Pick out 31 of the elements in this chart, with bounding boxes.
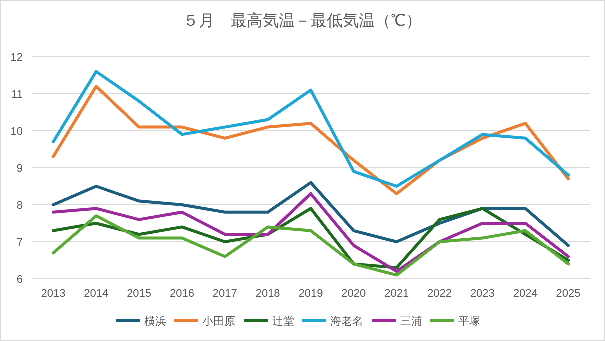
x-tick-label: 2018 (256, 288, 280, 300)
x-tick-label: 2025 (556, 288, 581, 300)
y-tick-label: 8 (16, 200, 23, 212)
line-series (52, 70, 570, 188)
legend-label: 小田原 (202, 315, 236, 328)
y-tick-label: 10 (10, 126, 23, 138)
y-tick-label: 12 (10, 52, 23, 64)
legend-label: 三浦 (400, 316, 422, 328)
x-tick-label: 2022 (428, 288, 452, 300)
legend-label: 横浜 (144, 315, 166, 328)
x-tick-label: 2021 (384, 288, 410, 300)
x-tick-label: 2020 (342, 288, 366, 300)
x-tick-label: 2019 (298, 288, 324, 300)
x-tick-label: 2017 (212, 288, 238, 300)
legend-label: 辻堂 (272, 315, 294, 328)
line-series (52, 214, 570, 277)
y-tick-label: 11 (12, 89, 23, 101)
x-tick-label: 2015 (127, 288, 152, 300)
x-tick-label: 2023 (470, 288, 495, 300)
x-tick-label: 2014 (84, 288, 109, 300)
x-tick-label: 2024 (513, 288, 538, 300)
x-tick-label: 2016 (170, 288, 194, 300)
y-tick-label: 9 (16, 163, 23, 175)
y-tick-label: 7 (16, 237, 23, 249)
y-tick-label: 6 (16, 274, 23, 286)
line-series (52, 192, 570, 274)
legend-label: 海老名 (330, 315, 364, 328)
x-tick-label: 2013 (41, 288, 66, 300)
legend-label: 平塚 (458, 316, 480, 328)
chart-title: ５月 最高気温－最低気温（℃） (183, 12, 422, 30)
line-series (52, 181, 570, 248)
